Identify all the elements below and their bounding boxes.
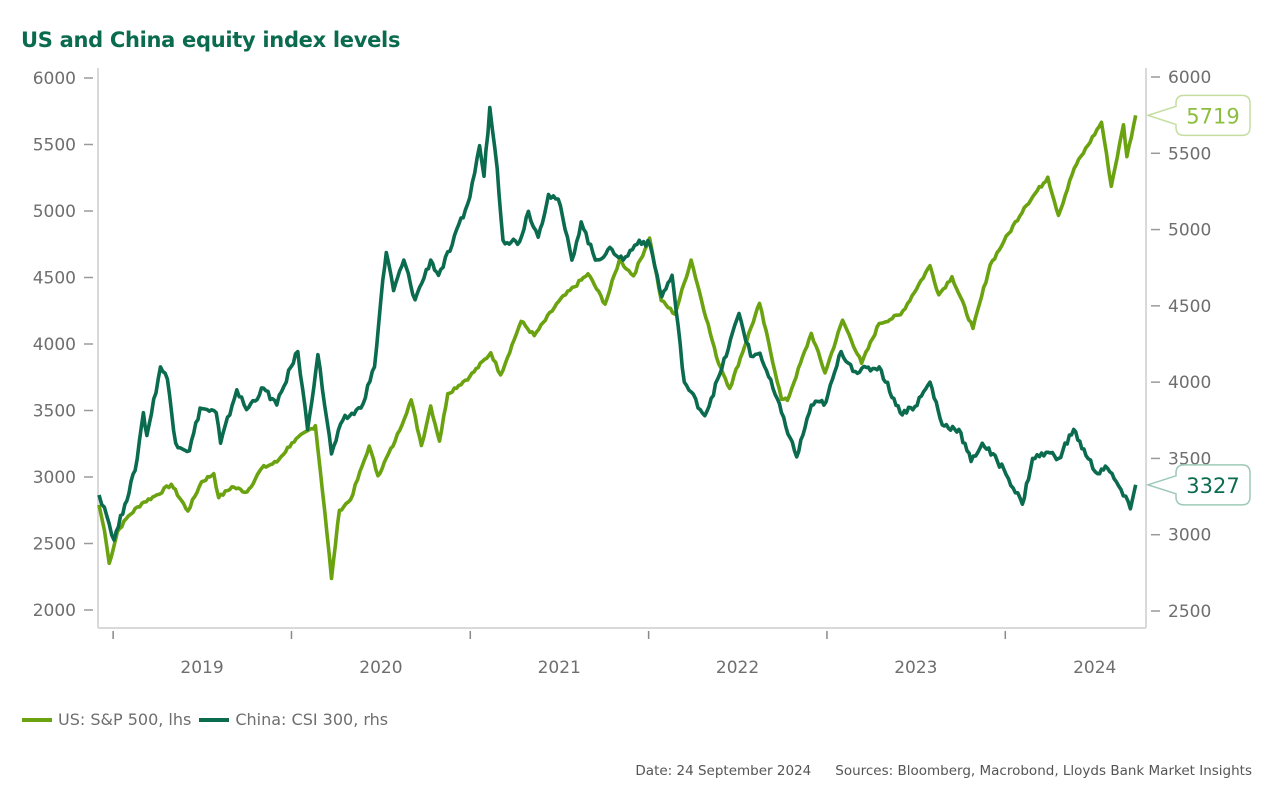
left-tick-label: 3500 [33, 402, 76, 422]
right-tick-label: 5000 [1168, 221, 1211, 241]
callout-layer: 5719 3327 [1145, 94, 1251, 506]
series-line-sp500 [97, 115, 1138, 581]
left-tick-label: 4500 [33, 269, 76, 289]
legend-item-sp500: US: S&P 500, lhs [22, 710, 191, 729]
left-tick-label: 6000 [33, 69, 76, 89]
callout-value: 3327 [1186, 474, 1239, 498]
right-tick-label: 4000 [1168, 373, 1211, 393]
right-tick-label: 6000 [1168, 68, 1211, 88]
right-tick-label: 2500 [1168, 602, 1211, 622]
chart-title: US and China equity index levels [21, 28, 401, 52]
legend-item-csi300: China: CSI 300, rhs [199, 710, 388, 729]
year-tick-label: 2024 [1073, 658, 1116, 678]
right-tick-label: 5500 [1168, 144, 1211, 164]
series-layer [97, 105, 1138, 581]
callout-box [1145, 94, 1251, 137]
year-tick-label: 2022 [716, 658, 759, 678]
callout-value: 5719 [1186, 104, 1239, 128]
right-tick-label: 4500 [1168, 297, 1211, 317]
year-tick-label: 2023 [894, 658, 937, 678]
right-tick-label: 3000 [1168, 526, 1211, 546]
left-tick-label: 3000 [33, 468, 76, 488]
year-tick-label: 2020 [359, 658, 402, 678]
footer-sources: Sources: Bloomberg, Macrobond, Lloyds Ba… [835, 763, 1252, 779]
left-tick-label: 4000 [33, 335, 76, 355]
last-value-callout-sp500: 5719 [1145, 94, 1251, 137]
callout-box [1145, 464, 1251, 506]
year-tick-label: 2019 [180, 658, 223, 678]
legend-label-sp500: US: S&P 500, lhs [58, 710, 192, 729]
axes: 2000 2500 3000 3500 4000 4500 5000 5500 6000 2500… [33, 68, 1211, 678]
footer-date: Date: 24 September 2024 [635, 763, 812, 779]
left-tick-label: 5500 [33, 136, 76, 156]
left-tick-label: 2500 [33, 535, 76, 555]
legend-swatch-sp500 [22, 717, 52, 722]
series-line-csi300 [97, 105, 1138, 542]
footer: Date: 24 September 2024 Sources: Bloombe… [611, 763, 1252, 779]
year-tick-label: 2021 [538, 658, 581, 678]
legend: US: S&P 500, lhs China: CSI 300, rhs [22, 710, 396, 729]
last-value-callout-csi300: 3327 [1145, 464, 1251, 506]
legend-swatch-csi300 [199, 717, 230, 722]
legend-label-csi300: China: CSI 300, rhs [235, 710, 389, 729]
left-tick-label: 2000 [33, 601, 76, 621]
left-tick-label: 5000 [33, 202, 76, 222]
